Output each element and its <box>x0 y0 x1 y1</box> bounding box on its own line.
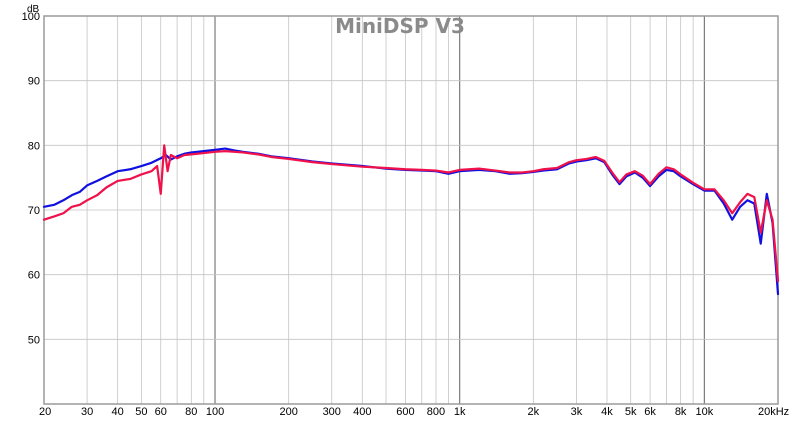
y-tick-labels: 100 90 80 70 60 50 <box>22 11 40 346</box>
x-tick-label: 5k <box>625 406 637 418</box>
y-tick-label: 50 <box>28 334 40 346</box>
series-line-red <box>42 144 780 283</box>
x-tick-label: 3k <box>571 406 583 418</box>
x-tick-label: 300 <box>323 406 341 418</box>
grid <box>44 16 778 404</box>
y-tick-label: 60 <box>28 270 40 282</box>
x-tick-label: 20kHz <box>758 406 789 418</box>
chart-title: MiniDSP V3 <box>335 14 465 38</box>
x-tick-label: 8k <box>675 406 687 418</box>
x-tick-label: 600 <box>396 406 414 418</box>
x-tick-label: 800 <box>427 406 445 418</box>
x-tick-label: 4k <box>601 406 613 418</box>
x-tick-label: 20 <box>39 406 51 418</box>
x-tick-label: 400 <box>353 406 371 418</box>
y-axis-unit-label: dB <box>27 4 40 15</box>
x-tick-label: 80 <box>185 406 197 418</box>
x-tick-label: 1k <box>454 406 466 418</box>
x-tick-label: 200 <box>279 406 297 418</box>
y-tick-label: 90 <box>28 76 40 88</box>
series-group <box>42 144 780 296</box>
y-tick-label: 80 <box>28 140 40 152</box>
x-tick-label: 2k <box>528 406 540 418</box>
x-tick-label: 10k <box>695 406 713 418</box>
x-tick-label: 100 <box>206 406 224 418</box>
x-tick-label: 60 <box>155 406 167 418</box>
x-tick-labels: 20 30 40 50 60 80 100 200 300 400 600 800 1k 2k 3k 4k 5k… <box>39 406 789 418</box>
x-tick-label: 30 <box>81 406 93 418</box>
plot-frame <box>43 15 779 405</box>
x-tick-label: 40 <box>112 406 124 418</box>
y-tick-label: 70 <box>28 205 40 217</box>
x-tick-label: 6k <box>644 406 656 418</box>
y-tick-label: 100 <box>22 11 40 23</box>
x-tick-label: 50 <box>135 406 147 418</box>
series-line-blue <box>42 147 780 296</box>
